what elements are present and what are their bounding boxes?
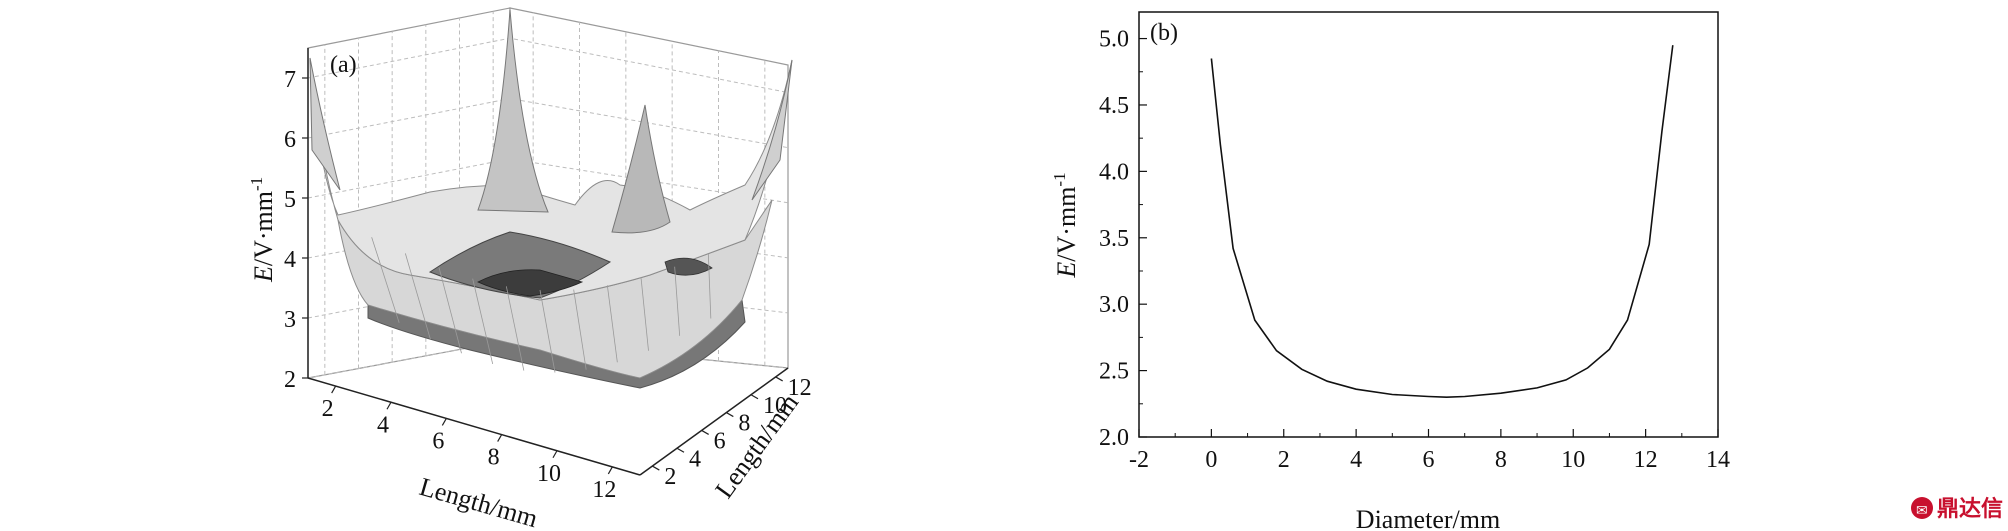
y-tick-mark <box>750 394 759 400</box>
z-tick-label: 4 <box>284 247 296 273</box>
surface-mesh-line <box>371 237 400 323</box>
x-tick-mark <box>552 450 558 459</box>
surface-mesh <box>371 237 712 373</box>
y-tick-label: 8 <box>738 411 750 437</box>
surface-mesh-line <box>438 267 462 354</box>
z-tick-label: 7 <box>284 67 296 93</box>
surface-mesh-line <box>707 253 712 319</box>
line-x-axis-title: Diameter/mm <box>1356 505 1500 531</box>
y-tick-mark <box>701 429 709 435</box>
surface-mesh-line <box>606 285 618 363</box>
x-tick-label: 2 <box>1278 447 1290 473</box>
panel-label-b: (b) <box>1150 20 1178 46</box>
line-y-axis-title-sup: -1 <box>1050 172 1069 186</box>
z-tick-label: 2 <box>284 367 296 393</box>
panel-label-a: (a) <box>330 52 357 78</box>
x-tick-label: 8 <box>488 445 500 471</box>
x-tick-mark <box>441 418 447 426</box>
x-tick-label: 4 <box>1350 447 1362 473</box>
series-line <box>1210 45 1674 399</box>
y-tick-label: 6 <box>714 428 726 454</box>
x-tick-label: 10 <box>537 461 561 487</box>
surface-well-bottom <box>477 269 584 297</box>
surface-mesh-line <box>573 289 587 370</box>
surface-spike-right <box>751 59 793 201</box>
surface-z-axis-title-sup: -1 <box>247 177 266 191</box>
plot-frame <box>1138 11 1719 438</box>
surface-x-axis-title: Length/mm <box>416 472 541 531</box>
surface-mesh-line <box>674 266 681 336</box>
line-y-axis-title: E/V·mm-1 <box>1050 172 1081 278</box>
y-tick-label: 4.0 <box>1099 159 1129 185</box>
surface-spike-back <box>477 9 549 213</box>
surface-mesh-line <box>640 277 649 351</box>
line-chart-ticks: -2 0 2 4 6 8 10 12 14 2.0 2.5 3.0 3.5 4.0 4.5 5.0 <box>1099 27 1730 473</box>
x-tick-mark <box>497 434 503 442</box>
y-tick-label: 2.5 <box>1099 359 1129 385</box>
y-tick-label: 3.0 <box>1099 292 1129 318</box>
y-tick-mark <box>676 447 685 453</box>
x-tick-label: 2 <box>322 396 334 422</box>
watermark: ✉ 鼎达信 <box>1911 496 2003 522</box>
surface-z-axis-title-rest: /V·mm <box>249 191 278 266</box>
z-tick-label: 3 <box>284 307 296 333</box>
x-tick-label: 6 <box>432 428 444 454</box>
x-tick-label: 14 <box>1706 447 1730 473</box>
watermark-logo-icon <box>1911 497 1933 519</box>
surface-mesh-line <box>404 253 431 340</box>
z-tick-label: 6 <box>284 127 296 153</box>
y-axis-line <box>639 367 789 476</box>
surface-mesh-line <box>472 278 494 365</box>
x-tick-label: 8 <box>1495 447 1507 473</box>
y-tick-label: 4.5 <box>1099 93 1129 119</box>
x-tick-mark <box>607 466 613 475</box>
y-tick-label: 12 <box>788 375 812 401</box>
y-tick-label: 5.0 <box>1099 27 1129 53</box>
x-tick-label: 4 <box>377 412 389 438</box>
svg-text:✉: ✉ <box>1916 503 1928 519</box>
line-chart: -2 0 2 4 6 8 10 12 14 2.0 2.5 3.0 3.5 4.0 4.5 5.0 (b) D… <box>1050 11 1730 531</box>
x-tick-mark <box>386 401 392 410</box>
surface <box>309 9 793 389</box>
y-tick-label: 3.5 <box>1099 226 1129 252</box>
x-tick-label: 0 <box>1205 447 1217 473</box>
x-tick-label: 12 <box>1634 447 1658 473</box>
y-tick-label: 2 <box>664 464 676 490</box>
x-tick-label: 6 <box>1423 447 1435 473</box>
x-tick-label: -2 <box>1129 447 1149 473</box>
line-y-axis-title-italic: E <box>1052 262 1081 279</box>
line-y-axis-title-rest: /V·mm <box>1052 187 1081 262</box>
surface-spike-middle <box>611 104 671 234</box>
y-tick-label: 2.0 <box>1099 425 1129 451</box>
surface-hole <box>664 257 713 276</box>
surface-z-axis-title-italic: E <box>249 266 278 283</box>
x-axis-line <box>307 377 641 476</box>
surface-mesh-line <box>539 289 556 373</box>
x-tick-mark <box>331 385 337 394</box>
surface-z-axis-title: E/V·mm-1 <box>247 177 278 283</box>
surface-mesh-line <box>505 286 525 371</box>
watermark-text: 鼎达信 <box>1937 496 2003 522</box>
z-tick-label: 5 <box>284 187 296 213</box>
y-tick-mark <box>652 465 660 471</box>
surface-rim <box>309 57 793 301</box>
y-tick-label: 4 <box>689 446 701 472</box>
y-tick-mark <box>775 376 783 382</box>
y-tick-label: 10 <box>763 393 787 419</box>
x-tick-label: 12 <box>592 477 616 503</box>
x-tick-label: 10 <box>1561 447 1585 473</box>
surface-spike-left <box>309 57 341 191</box>
y-tick-mark <box>726 412 734 418</box>
